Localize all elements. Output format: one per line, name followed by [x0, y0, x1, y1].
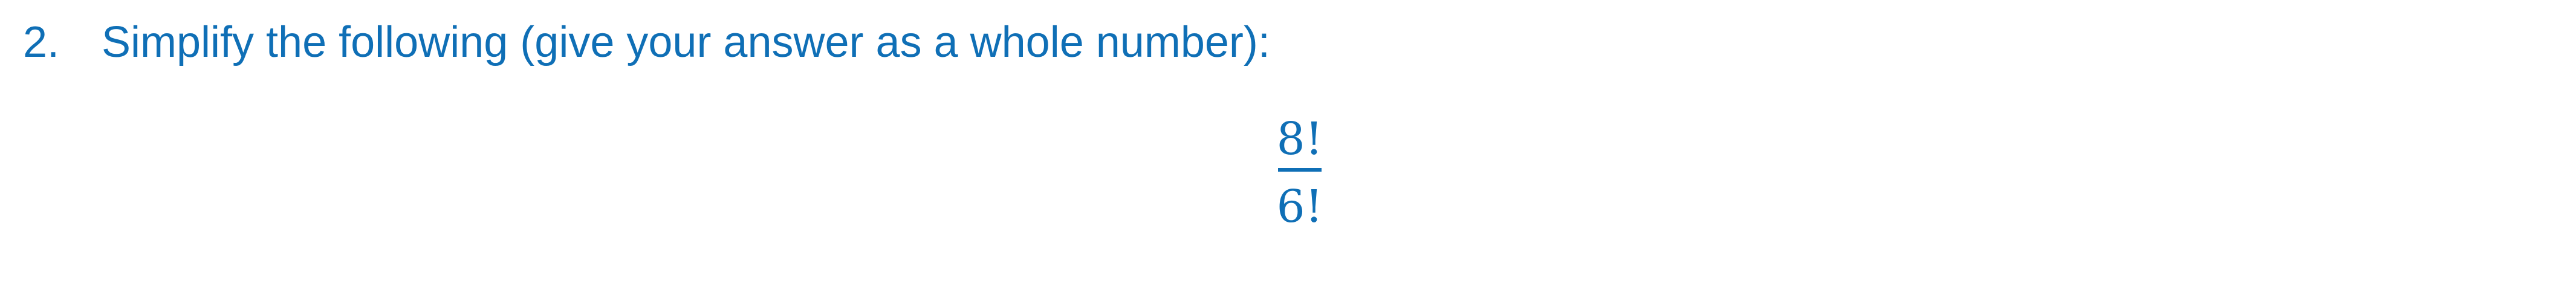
fraction-bar — [1278, 168, 1322, 172]
question-text: Simplify the following (give your answer… — [102, 18, 1270, 66]
fraction-numerator: 8! — [1276, 113, 1323, 165]
fraction-denominator: 6! — [1276, 181, 1323, 233]
question-prompt: 2. Simplify the following (give your answ… — [23, 17, 1270, 68]
factorial-fraction: 8! 6! — [1276, 115, 1324, 236]
question-number: 2. — [23, 18, 60, 66]
